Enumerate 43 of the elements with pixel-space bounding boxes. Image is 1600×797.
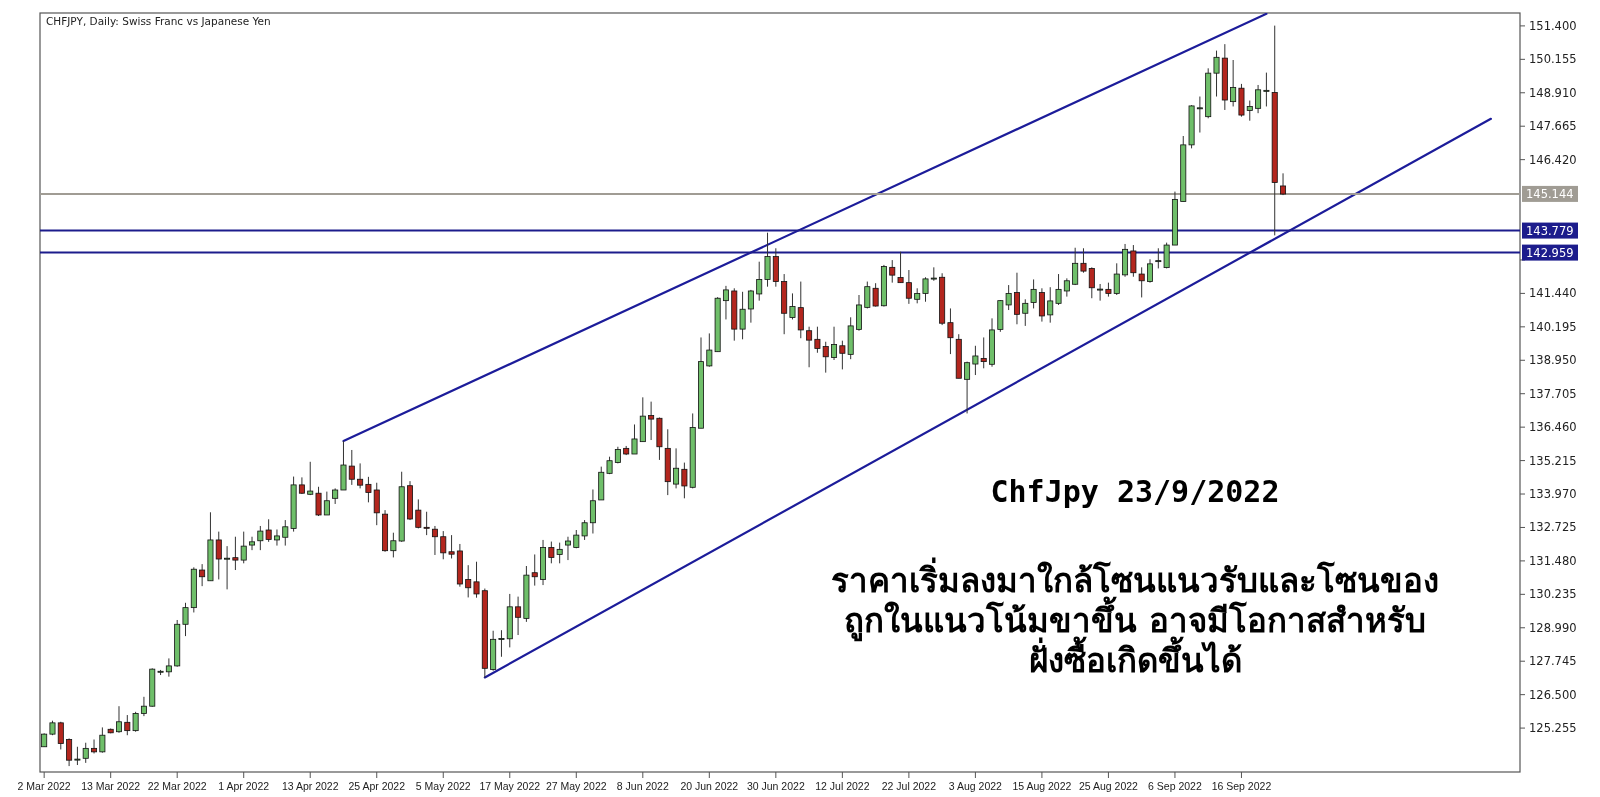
xtick-label: 3 Aug 2022 [948, 780, 1002, 792]
xtick-label: 12 Jul 2022 [815, 780, 870, 792]
ytick-label: 127.745 [1529, 654, 1577, 669]
xtick-label: 22 Jul 2022 [881, 780, 936, 792]
ytick-label: 136.460 [1529, 420, 1577, 435]
xtick-label: 13 Apr 2022 [281, 780, 339, 792]
ytick-label: 132.725 [1529, 520, 1577, 535]
ytick-label: 138.950 [1529, 353, 1577, 368]
title: CHFJPY, Daily: Swiss Franc vs Japanese Yen [46, 15, 271, 27]
ytick-label: 146.420 [1529, 152, 1577, 167]
ytick-label: 133.970 [1529, 487, 1577, 501]
xtick-label: 27 May 2022 [545, 780, 607, 792]
ytick-label: 126.500 [1529, 687, 1577, 702]
xtick-label: 15 Aug 2022 [1012, 780, 1072, 792]
ytick-label: 151.400 [1529, 18, 1577, 33]
ytick-label: 148.910 [1529, 85, 1577, 100]
xtick-label: 13 Mar 2022 [81, 780, 141, 792]
ytick-label: 150.155 [1529, 52, 1577, 67]
ref-label: 143.779 [1526, 224, 1574, 239]
annotation: ChfJpy 23/9/2022 [990, 474, 1280, 509]
ytick-label: 125.255 [1529, 721, 1577, 736]
xtick-label: 25 Aug 2022 [1078, 780, 1138, 792]
xtick-label: 1 Apr 2022 [218, 780, 270, 792]
xtick-label: 16 Sep 2022 [1211, 780, 1272, 792]
xtick-label: 5 May 2022 [415, 780, 471, 792]
xtick-label: 30 Jun 2022 [746, 780, 805, 792]
xtick-label: 22 Mar 2022 [147, 780, 207, 792]
ytick-label: 137.705 [1529, 386, 1577, 401]
ytick-label: 135.215 [1529, 453, 1577, 468]
ref-label: 142.959 [1526, 246, 1574, 261]
xtick-label: 2 Mar 2022 [17, 780, 71, 792]
ytick-label: 140.195 [1529, 319, 1577, 334]
ytick-label: 147.665 [1529, 119, 1577, 134]
ref-label: 145.144 [1526, 187, 1574, 202]
ytick-label: 141.440 [1529, 286, 1577, 301]
xtick-label: 20 Jun 2022 [680, 780, 739, 792]
ytick-label: 130.235 [1529, 587, 1577, 602]
ytick-label: 128.990 [1529, 620, 1577, 635]
xtick-label: 25 Apr 2022 [348, 780, 406, 792]
xtick-label: 6 Sep 2022 [1148, 780, 1202, 792]
xtick-label: 8 Jun 2022 [616, 780, 669, 792]
ytick-label: 131.480 [1529, 553, 1577, 568]
xtick-label: 17 May 2022 [479, 780, 541, 792]
